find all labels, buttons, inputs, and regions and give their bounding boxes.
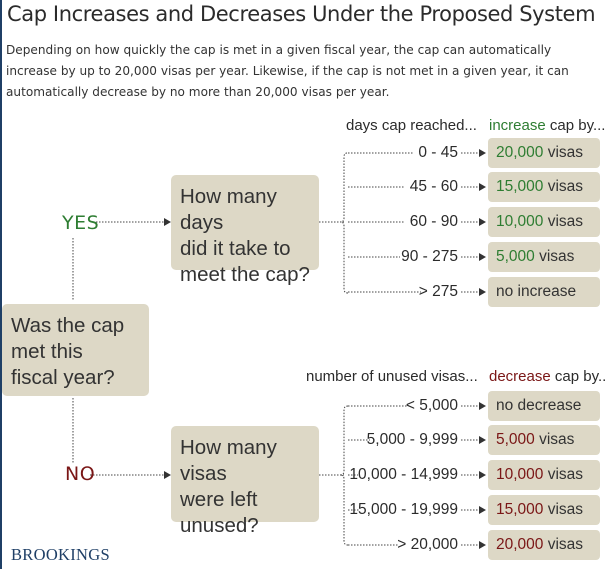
no-result-2-unit: visas xyxy=(534,431,575,448)
no-question-line-3: unused? xyxy=(180,514,259,537)
yes-result-2-value: 15,000 xyxy=(496,178,544,195)
no-question-line-2: were left xyxy=(180,488,258,511)
yes-result-5-unit: no increase xyxy=(496,283,577,300)
yes-question-line-1: How many days xyxy=(180,185,277,234)
yes-result-3-value: 10,000 xyxy=(496,213,544,230)
no-result-4: 15,000 visas xyxy=(488,495,600,525)
no-result-header-accent: decrease xyxy=(489,368,551,385)
yes-result-2-unit: visas xyxy=(543,178,584,195)
yes-result-1-value: 20,000 xyxy=(496,144,544,161)
no-result-1-unit: no decrease xyxy=(496,397,582,414)
yes-label: YES xyxy=(62,212,100,234)
left-accent-rule xyxy=(0,0,2,569)
no-range-1: < 5,000 xyxy=(405,397,458,414)
yes-result-4: 5,000 visas xyxy=(488,242,600,272)
yes-question-line-3: meet the cap? xyxy=(180,263,310,286)
no-range-5: > 20,000 xyxy=(397,536,458,553)
yes-range-4: 90 - 275 xyxy=(401,248,458,265)
yes-result-3: 10,000 visas xyxy=(488,207,600,237)
yes-range-3: 60 - 90 xyxy=(409,213,458,230)
no-question-box: How many visas were left unused? xyxy=(171,426,319,537)
root-question-line-3: fiscal year? xyxy=(11,366,115,389)
no-result-3-value: 10,000 xyxy=(496,466,544,483)
yes-range-5: > 275 xyxy=(418,283,458,300)
no-result-5-value: 20,000 xyxy=(496,536,544,553)
no-result-3-unit: visas xyxy=(543,466,584,483)
yes-result-3-unit: visas xyxy=(543,213,584,230)
root-question-line-1: Was the cap xyxy=(11,314,125,337)
no-range-3: 10,000 - 14,999 xyxy=(349,466,458,483)
brookings-logo: BROOKINGS xyxy=(11,545,110,564)
no-result-4-unit: visas xyxy=(543,501,584,518)
no-result-1: no decrease xyxy=(488,391,600,421)
no-result-header: decrease cap by... xyxy=(489,368,607,385)
yes-question-line-2: did it take to xyxy=(180,237,291,260)
yes-range-1: 0 - 45 xyxy=(418,144,458,161)
no-result-4-value: 15,000 xyxy=(496,501,544,518)
yes-result-2: 15,000 visas xyxy=(488,172,600,202)
no-result-2-value: 5,000 xyxy=(496,431,535,448)
root-question-line-2: met this xyxy=(11,340,83,363)
no-result-3: 10,000 visas xyxy=(488,460,600,490)
yes-range-2: 45 - 60 xyxy=(409,178,458,195)
root-question-box: Was the cap met this fiscal year? xyxy=(2,304,149,396)
yes-result-1-unit: visas xyxy=(543,144,584,161)
yes-result-5: no increase xyxy=(488,277,600,307)
yes-result-4-value: 5,000 xyxy=(496,248,535,265)
yes-question-box: How many days did it take to meet the ca… xyxy=(171,175,319,286)
no-range-header: number of unused visas... xyxy=(306,368,478,385)
no-label: NO xyxy=(65,463,96,485)
yes-range-header: days cap reached... xyxy=(346,117,477,134)
no-range-2: 5,000 - 9,999 xyxy=(366,431,458,448)
subtitle: Depending on how quickly the cap is met … xyxy=(6,43,569,99)
yes-result-1: 20,000 visas xyxy=(488,138,600,168)
no-result-header-rest: cap by... xyxy=(550,368,607,385)
no-result-2: 5,000 visas xyxy=(488,425,600,455)
no-range-4: 15,000 - 19,999 xyxy=(349,501,458,518)
yes-result-4-unit: visas xyxy=(534,248,575,265)
yes-result-header: increase cap by... xyxy=(489,117,605,134)
no-question-line-1: How many visas xyxy=(180,436,277,485)
yes-result-header-accent: increase xyxy=(489,117,546,134)
no-result-5-unit: visas xyxy=(543,536,584,553)
page-title: Cap Increases and Decreases Under the Pr… xyxy=(7,2,596,26)
no-result-5: 20,000 visas xyxy=(488,530,600,560)
yes-result-header-rest: cap by... xyxy=(545,117,606,134)
